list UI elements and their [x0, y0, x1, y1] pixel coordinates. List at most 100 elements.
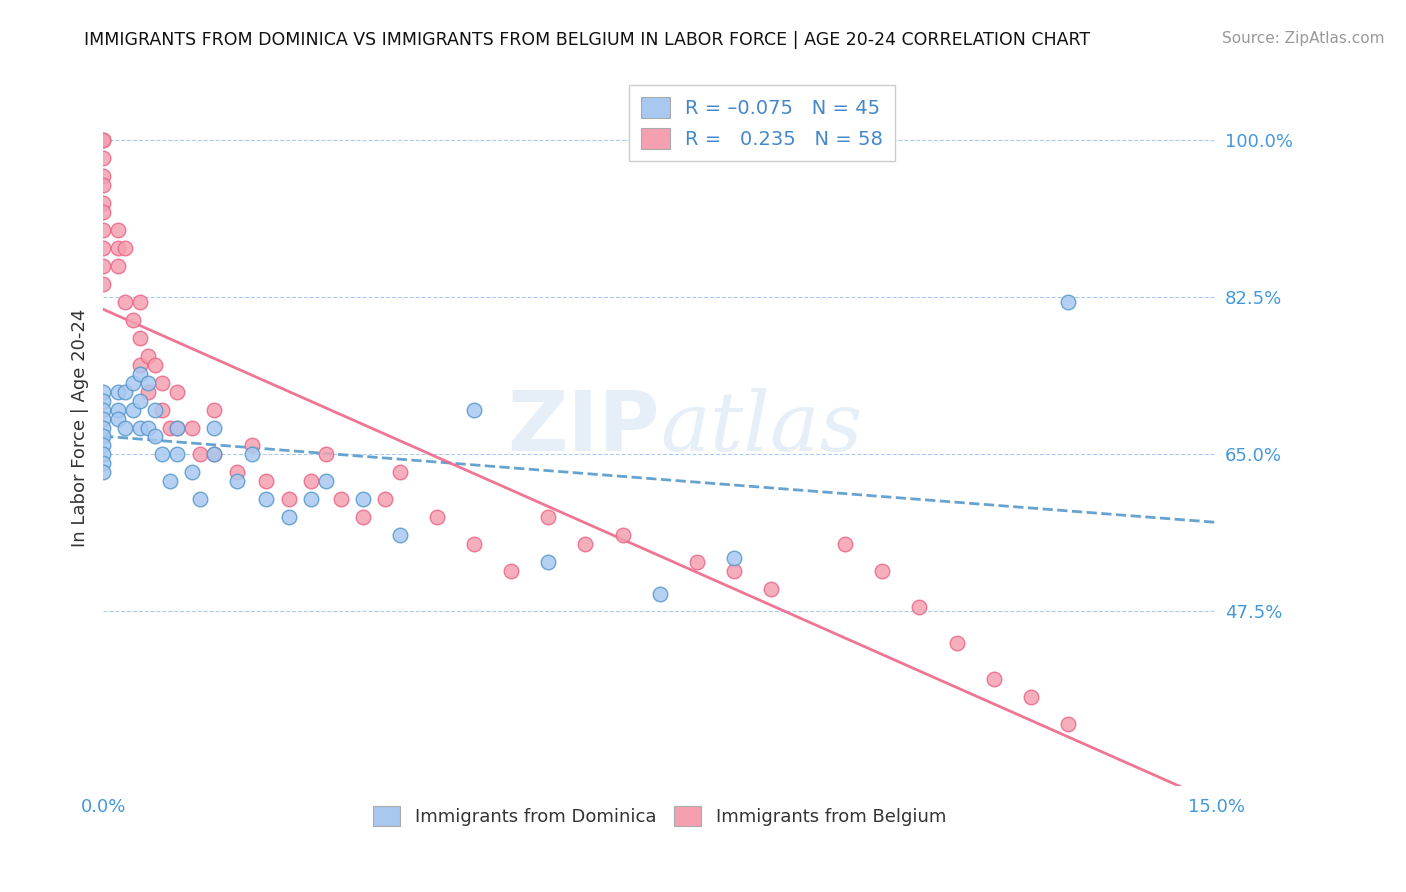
Point [107, 411, 129, 425]
Point [254, 492, 277, 507]
Point [114, 241, 136, 255]
Point [91, 420, 114, 434]
Point [91, 205, 114, 219]
Text: ZIP: ZIP [508, 387, 659, 468]
Point [91, 241, 114, 255]
Point [315, 475, 337, 489]
Point [107, 223, 129, 237]
Point [166, 420, 188, 434]
Point [612, 528, 634, 542]
Point [374, 492, 396, 507]
Point [91, 196, 114, 211]
Point [136, 349, 159, 363]
Point [121, 376, 143, 390]
Point [872, 564, 894, 578]
Point [152, 402, 174, 417]
Point [129, 358, 152, 372]
Point [166, 420, 188, 434]
Point [136, 376, 159, 390]
Point [188, 447, 211, 461]
Point [91, 457, 114, 471]
Y-axis label: In Labor Force | Age 20-24: In Labor Force | Age 20-24 [72, 309, 89, 547]
Point [136, 420, 159, 434]
Point [143, 429, 166, 443]
Point [1056, 294, 1078, 309]
Point [1056, 716, 1078, 731]
Point [114, 384, 136, 399]
Point [723, 564, 745, 578]
Point [129, 294, 152, 309]
Point [204, 447, 226, 461]
Point [299, 492, 322, 507]
Point [91, 133, 114, 147]
Point [91, 402, 114, 417]
Point [91, 384, 114, 399]
Point [352, 510, 374, 524]
Point [91, 438, 114, 452]
Point [759, 582, 782, 596]
Point [107, 259, 129, 273]
Point [166, 384, 188, 399]
Text: IMMIGRANTS FROM DOMINICA VS IMMIGRANTS FROM BELGIUM IN LABOR FORCE | AGE 20-24 C: IMMIGRANTS FROM DOMINICA VS IMMIGRANTS F… [84, 31, 1091, 49]
Point [159, 475, 181, 489]
Point [152, 447, 174, 461]
Point [204, 402, 226, 417]
Point [91, 411, 114, 425]
Point [107, 241, 129, 255]
Point [388, 466, 411, 480]
Point [114, 420, 136, 434]
Point [834, 537, 856, 551]
Point [352, 492, 374, 507]
Point [945, 636, 967, 650]
Point [225, 466, 247, 480]
Point [254, 475, 277, 489]
Point [686, 555, 709, 569]
Point [136, 384, 159, 399]
Point [91, 151, 114, 165]
Point [983, 672, 1005, 686]
Point [91, 178, 114, 193]
Point [1019, 690, 1042, 704]
Point [908, 599, 931, 614]
Point [277, 510, 299, 524]
Point [129, 393, 152, 408]
Point [129, 367, 152, 381]
Point [315, 447, 337, 461]
Point [299, 475, 322, 489]
Point [107, 384, 129, 399]
Legend: Immigrants from Dominica, Immigrants from Belgium: Immigrants from Dominica, Immigrants fro… [364, 797, 955, 835]
Point [329, 492, 352, 507]
Point [240, 438, 263, 452]
Point [91, 429, 114, 443]
Point [277, 492, 299, 507]
Point [121, 313, 143, 327]
Point [91, 466, 114, 480]
Point [463, 537, 485, 551]
Point [204, 447, 226, 461]
Point [114, 294, 136, 309]
Point [537, 555, 560, 569]
Point [91, 169, 114, 184]
Point [143, 402, 166, 417]
Point [181, 466, 204, 480]
Point [91, 277, 114, 291]
Point [240, 447, 263, 461]
Point [426, 510, 449, 524]
Point [129, 331, 152, 345]
Point [648, 586, 671, 600]
Point [388, 528, 411, 542]
Text: atlas: atlas [659, 387, 862, 467]
Point [537, 510, 560, 524]
Point [181, 420, 204, 434]
Point [91, 259, 114, 273]
Point [723, 550, 745, 565]
Point [121, 402, 143, 417]
Text: Source: ZipAtlas.com: Source: ZipAtlas.com [1222, 31, 1385, 46]
Point [91, 223, 114, 237]
Point [91, 447, 114, 461]
Point [166, 447, 188, 461]
Point [129, 420, 152, 434]
Point [501, 564, 523, 578]
Point [463, 402, 485, 417]
Point [574, 537, 596, 551]
